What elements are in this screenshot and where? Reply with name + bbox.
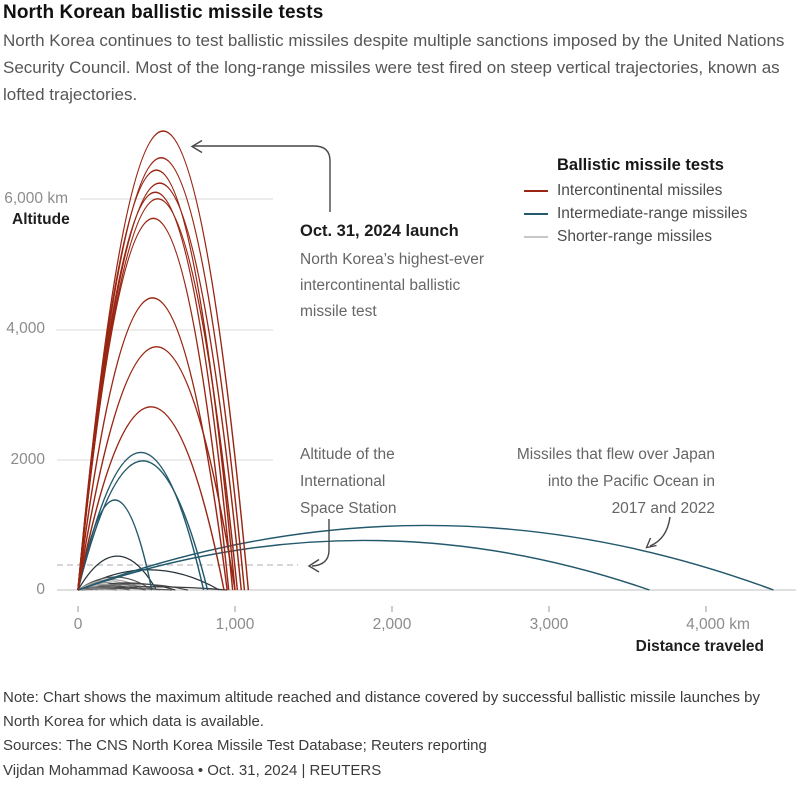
- legend-title: Ballistic missile tests: [557, 156, 724, 174]
- x-axis-tick-label: 1,000: [215, 616, 255, 633]
- legend-swatch-line: [524, 235, 548, 238]
- legend-item-label: Intermediate-range missiles: [557, 204, 748, 222]
- launch-annotation-arrow: [190, 139, 331, 212]
- launch-annotation-title: Oct. 31, 2024 launch: [300, 222, 459, 240]
- byline-text: Vijdan Mohammad Kawoosa • Oct. 31, 2024 …: [3, 762, 382, 779]
- trajectory-paths: [77, 130, 774, 591]
- y-axis-tick-label: 6,000 km: [4, 189, 68, 207]
- legend-item: Intercontinental missiles: [524, 179, 747, 202]
- iss-annotation-text: Altitude of the International Space Stat…: [300, 446, 397, 517]
- trajectory-line: [77, 297, 228, 591]
- trajectory-chart: [56, 130, 796, 612]
- x-axis-title: Distance traveled: [635, 638, 764, 655]
- y-axis-tick-label: 4,000: [6, 320, 45, 338]
- x-axis-tick-label: 4,000 km: [686, 616, 750, 633]
- sources-text: Sources: The CNS North Korea Missile Tes…: [3, 737, 487, 754]
- y-axis-tick-label: 2000: [10, 450, 45, 468]
- legend-item-label: Intercontinental missiles: [557, 181, 723, 199]
- trajectory-line: [77, 555, 158, 591]
- trajectory-line: [77, 191, 234, 591]
- page-title: North Korean ballistic missile tests: [3, 2, 324, 23]
- iss-annotation-arrow: [307, 519, 330, 573]
- trajectory-line: [77, 460, 209, 591]
- trajectory-line: [77, 539, 650, 591]
- x-axis-tick-label: 2,000: [372, 616, 412, 633]
- x-tick-marks: [77, 606, 707, 612]
- legend-item-label: Shorter-range missiles: [557, 227, 713, 245]
- y-axis-title: Altitude: [12, 211, 70, 228]
- legend-swatch-line: [524, 212, 548, 215]
- x-axis-tick-label: 0: [73, 616, 83, 633]
- page-subtitle: North Korea continues to test ballistic …: [3, 31, 785, 104]
- trajectory-line: [77, 217, 230, 591]
- trajectory-line: [77, 346, 236, 591]
- trajectory-line: [77, 406, 225, 591]
- y-axis-tick-label: 0: [36, 581, 45, 598]
- legend-item: Shorter-range missiles: [524, 225, 747, 248]
- x-axis-tick-label: 3,000: [529, 616, 569, 633]
- launch-annotation-body: North Korea’s highest-ever intercontinen…: [300, 251, 485, 320]
- legend-swatch-line: [524, 189, 548, 192]
- trajectory-line: [77, 524, 774, 591]
- legend: Intercontinental missiles Intermediate-ra…: [524, 179, 747, 248]
- japan-annotation-text: Missiles that flew over Japan into the P…: [516, 446, 715, 517]
- japan-annotation-arrow: [645, 516, 671, 549]
- note-text: Note: Chart shows the maximum altitude r…: [3, 689, 761, 730]
- trajectory-line: [77, 499, 153, 591]
- legend-item: Intermediate-range missiles: [524, 202, 747, 225]
